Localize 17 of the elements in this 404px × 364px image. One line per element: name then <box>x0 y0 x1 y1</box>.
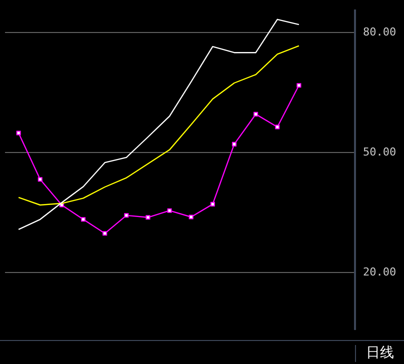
point <box>167 208 172 213</box>
point <box>188 214 194 220</box>
point <box>124 213 129 218</box>
point <box>146 215 150 220</box>
point <box>232 142 237 146</box>
point <box>254 112 258 116</box>
y-tick-label: 50.00 <box>363 145 396 158</box>
point <box>81 217 86 222</box>
point <box>16 130 21 136</box>
text: 日线 <box>355 345 404 362</box>
point <box>38 177 42 182</box>
point <box>275 124 280 130</box>
point <box>296 83 302 88</box>
point <box>102 231 108 236</box>
point <box>210 202 215 206</box>
y-tick-label: 20.00 <box>363 265 396 278</box>
y-tick-label: 80.00 <box>363 25 396 38</box>
